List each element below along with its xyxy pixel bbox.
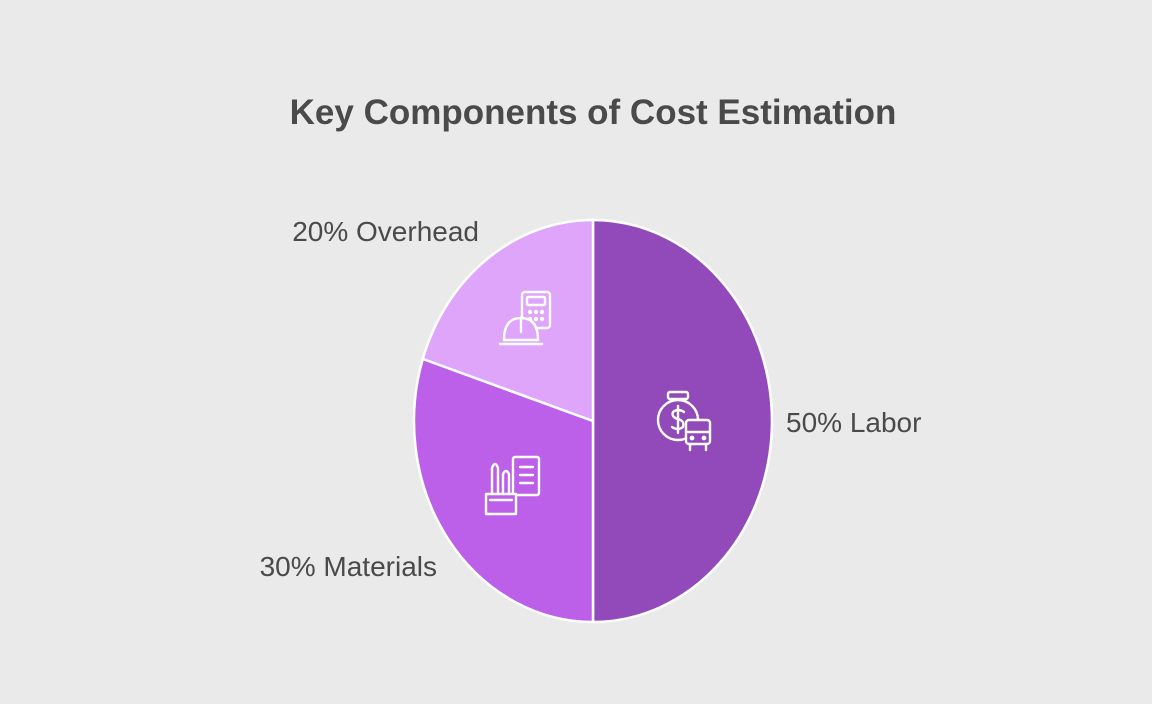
pie-slice-overhead [421, 218, 595, 423]
slice-label-overhead: 20% Overhead [292, 216, 479, 247]
slice-label-labor: 50% Labor [786, 407, 921, 438]
materials-tools-document-icon [484, 455, 541, 516]
calculator-hardhat-icon [498, 290, 552, 346]
chart-title: Key Components of Cost Estimation [290, 93, 897, 132]
pie-slices [412, 218, 774, 624]
slice-label-materials: 30% Materials [260, 551, 437, 582]
stopwatch-dollar-bus-icon [656, 390, 712, 452]
